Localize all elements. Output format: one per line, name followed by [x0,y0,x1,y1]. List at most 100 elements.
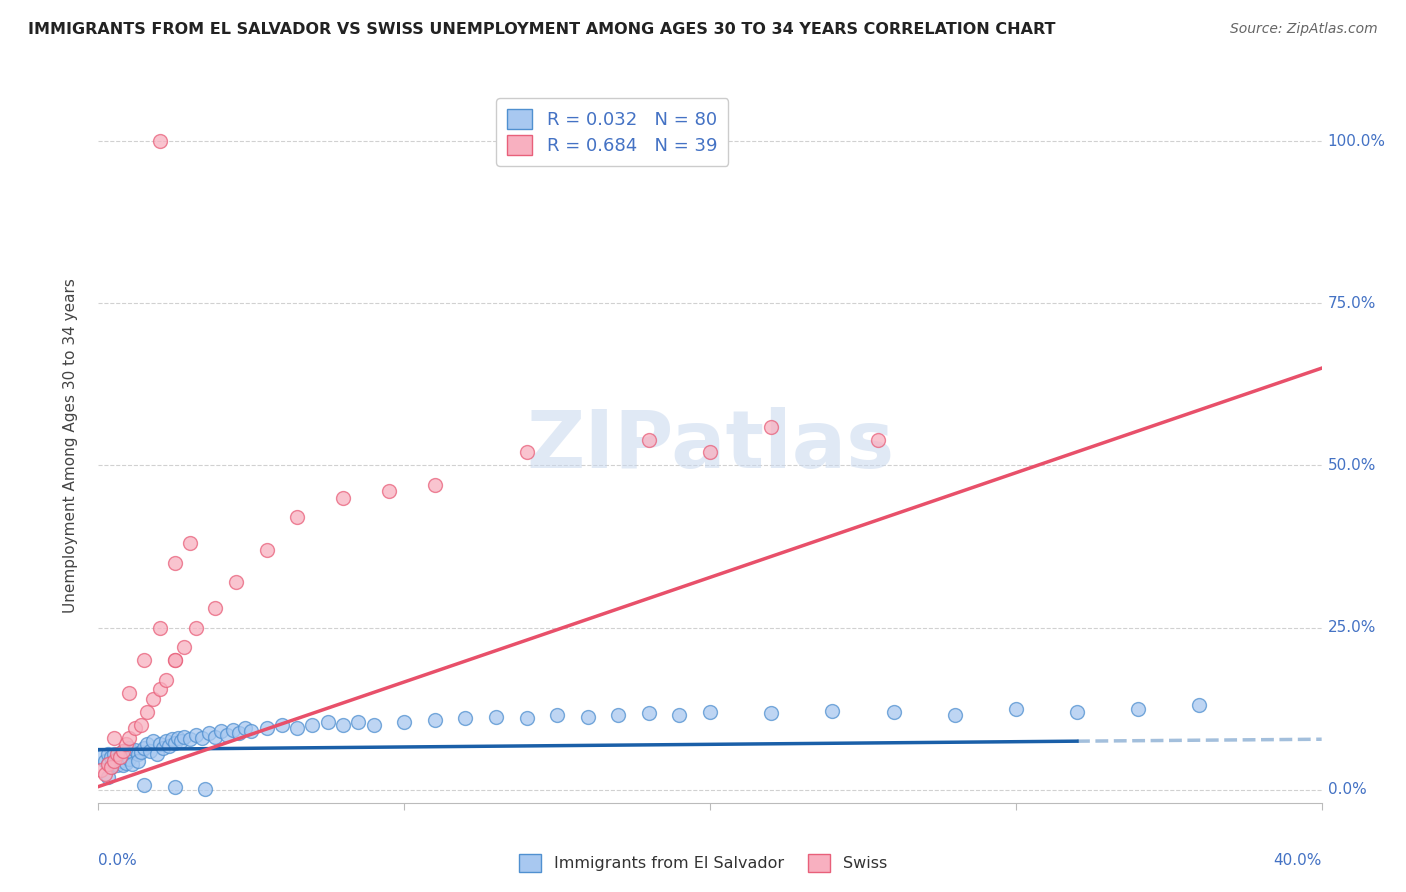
Point [97,756,120,771]
Point [576,710,599,724]
Point [392,714,416,729]
Point [103,747,125,761]
Point [1004,702,1026,716]
Point [270,718,292,732]
Point [256,721,278,735]
Point [233,721,256,735]
Point [124,742,146,756]
Point [868,433,890,447]
Point [149,682,172,697]
Point [163,736,186,750]
Point [152,740,174,755]
Point [136,738,159,752]
Point [118,731,141,745]
Point [225,575,247,590]
Point [149,738,172,752]
Point [145,747,167,761]
Point [759,706,782,721]
Point [134,740,156,755]
Text: 40.0%: 40.0% [1274,853,1322,868]
Point [222,723,245,738]
Text: 100.0%: 100.0% [1327,134,1386,149]
Point [142,692,165,706]
Point [347,714,370,729]
Point [378,484,401,499]
Point [97,770,120,784]
Point [118,685,141,699]
Point [155,734,177,748]
Point [160,732,183,747]
Text: 25.0%: 25.0% [1327,620,1376,635]
Point [256,542,278,557]
Point [105,747,128,761]
Text: 50.0%: 50.0% [1327,458,1376,473]
Point [204,730,226,744]
Point [108,749,131,764]
Point [127,754,149,768]
Point [105,752,128,766]
Point [105,758,128,772]
Point [129,718,152,732]
Text: 75.0%: 75.0% [1327,296,1376,310]
Point [197,725,219,739]
Text: 0.0%: 0.0% [98,853,138,868]
Point [179,732,201,747]
Point [423,478,446,492]
Point [316,714,339,729]
Point [139,744,162,758]
Point [1066,705,1088,719]
Point [1128,702,1150,716]
Point [124,721,146,735]
Point [111,744,134,758]
Point [204,601,226,615]
Point [129,745,152,759]
Point [485,710,508,724]
Point [191,731,214,745]
Text: 0.0%: 0.0% [1327,782,1367,797]
Point [121,745,143,759]
Point [134,778,156,792]
Point [149,621,172,635]
Point [516,445,538,459]
Point [215,728,238,742]
Point [332,491,354,505]
Point [111,744,134,758]
Point [423,713,446,727]
Point [118,740,141,755]
Point [163,780,186,794]
Point [142,734,165,748]
Point [100,760,122,774]
Point [108,754,131,768]
Point [607,708,630,723]
Point [127,747,149,761]
Point [186,621,208,635]
Point [209,724,232,739]
Point [157,739,180,753]
Point [134,653,156,667]
Point [173,730,195,744]
Point [103,754,125,768]
Point [90,764,112,778]
Point [121,756,143,771]
Point [93,754,115,768]
Point [943,708,966,723]
Point [285,721,308,735]
Point [115,756,138,770]
Y-axis label: Unemployment Among Ages 30 to 34 years: Unemployment Among Ages 30 to 34 years [63,278,77,614]
Point [821,704,844,718]
Point [163,556,186,570]
Point [97,756,120,771]
Point [454,711,477,725]
Point [179,536,201,550]
Point [163,653,186,667]
Point [136,705,159,719]
Point [155,673,177,687]
Point [173,640,195,654]
Point [516,711,538,725]
Point [111,758,134,772]
Point [759,419,782,434]
Point [100,750,122,764]
Point [93,766,115,780]
Point [546,708,568,723]
Point [637,706,661,721]
